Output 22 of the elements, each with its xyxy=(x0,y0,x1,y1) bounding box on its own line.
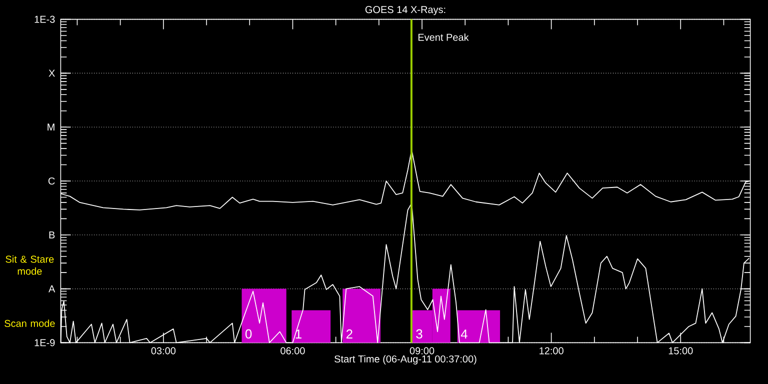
y-tick-label: C xyxy=(48,177,55,185)
x-tick-label: 06:00 xyxy=(280,347,305,354)
x-tick-label: 12:00 xyxy=(540,347,564,354)
x-tick-label: 03:00 xyxy=(151,347,176,354)
chart-title: GOES 14 X-Rays: xyxy=(365,6,446,16)
annotation: 0 xyxy=(245,329,252,339)
x-tick-label: 15:00 xyxy=(668,347,693,354)
y-tick-label: 1E-9 xyxy=(34,339,55,346)
annotation: 3 xyxy=(416,329,422,339)
x-axis-title: Start Time (06-Aug-11 00:37:00) xyxy=(334,355,476,365)
y-tick-label: X xyxy=(48,70,55,77)
x-tick-label: 09:00 xyxy=(410,347,434,354)
y-tick-label: M xyxy=(48,124,54,131)
annotation: 4 xyxy=(460,330,468,339)
ref-line-label: Event Peak xyxy=(418,34,469,41)
text: Sit & Stare mode xyxy=(6,255,54,275)
text: Scan mode xyxy=(4,320,55,327)
y-tick-label: A xyxy=(48,285,56,292)
annotation: 2 xyxy=(346,329,352,339)
y-tick-label: 1E-3 xyxy=(34,16,55,23)
y-tick-label: B xyxy=(49,231,55,238)
annotation: 1 xyxy=(296,330,302,339)
